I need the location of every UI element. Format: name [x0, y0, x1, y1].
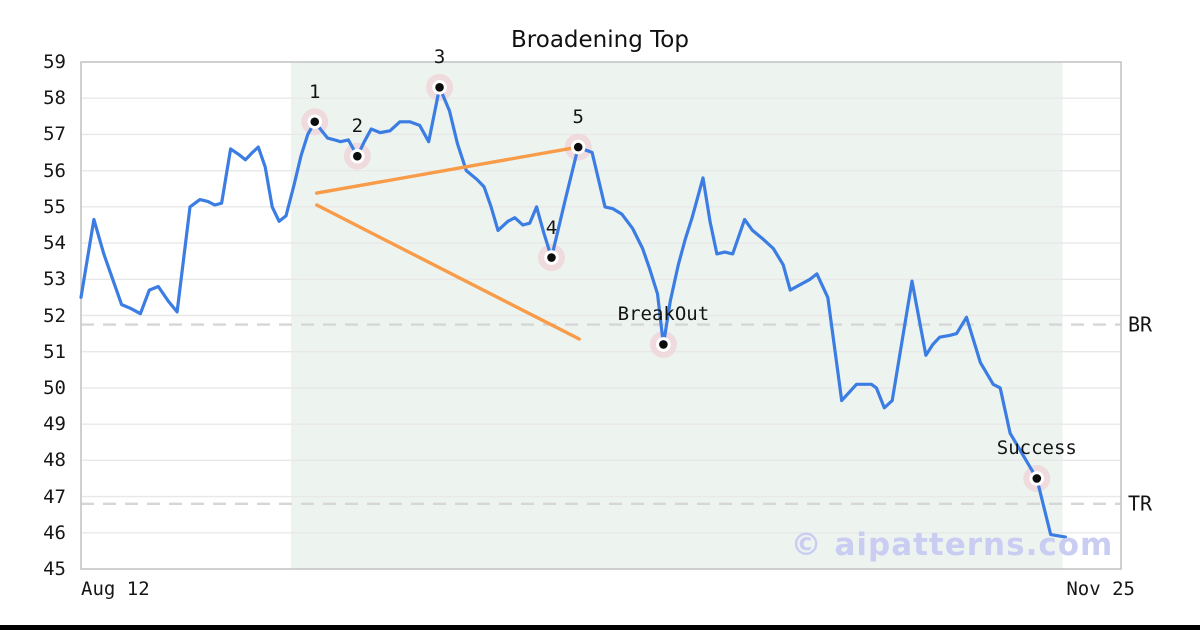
marker-dot-success: [1032, 474, 1042, 483]
y-tick-label: 53: [43, 268, 66, 291]
marker-dot-breakout: [659, 340, 668, 349]
y-tick-label: 51: [43, 340, 66, 363]
price-line: [79, 85, 1068, 539]
y-tick-label: 52: [43, 304, 66, 327]
x-tick-end: Nov 25: [1066, 578, 1135, 600]
pattern-point-label-2: 2: [351, 115, 364, 138]
x-tick-start: Aug 12: [81, 578, 150, 600]
y-tick-label: 57: [43, 123, 66, 146]
y-tick-label: 49: [43, 413, 66, 436]
marker-dot-5: [573, 142, 583, 152]
y-tick-label: 45: [43, 558, 66, 580]
marker-dot-2: [353, 151, 362, 161]
y-tick-label: 48: [43, 449, 66, 472]
marker-dot-1: [310, 117, 320, 127]
breakout-label: BreakOut: [617, 303, 710, 326]
bottom-bar: [0, 625, 1200, 630]
pattern-point-label-1: 1: [309, 80, 321, 103]
y-tick-label: 58: [43, 87, 66, 110]
trendline-lower: [315, 203, 581, 341]
level-label-tr: TR: [1128, 491, 1153, 516]
y-tick-label: 56: [43, 159, 66, 182]
chart-title: Broadening Top: [511, 27, 689, 53]
pattern-point-label-4: 4: [545, 216, 558, 239]
y-tick-label: 59: [43, 51, 66, 73]
y-tick-label: 55: [43, 195, 66, 218]
marker-dot-3: [435, 83, 444, 92]
watermark: © aipatterns.com: [790, 527, 1114, 563]
marker-dot-4: [547, 253, 556, 262]
pattern-point-label-5: 5: [572, 106, 584, 129]
level-label-br: BR: [1128, 312, 1153, 337]
y-tick-label: 46: [43, 521, 66, 544]
y-tick-label: 47: [43, 485, 66, 508]
y-tick-label: 54: [43, 232, 66, 255]
success-label: Success: [996, 437, 1077, 460]
trendline-upper: [315, 145, 580, 195]
pattern-point-label-3: 3: [433, 46, 446, 69]
y-tick-label: 50: [43, 376, 66, 399]
plot-frame: [80, 61, 1122, 570]
